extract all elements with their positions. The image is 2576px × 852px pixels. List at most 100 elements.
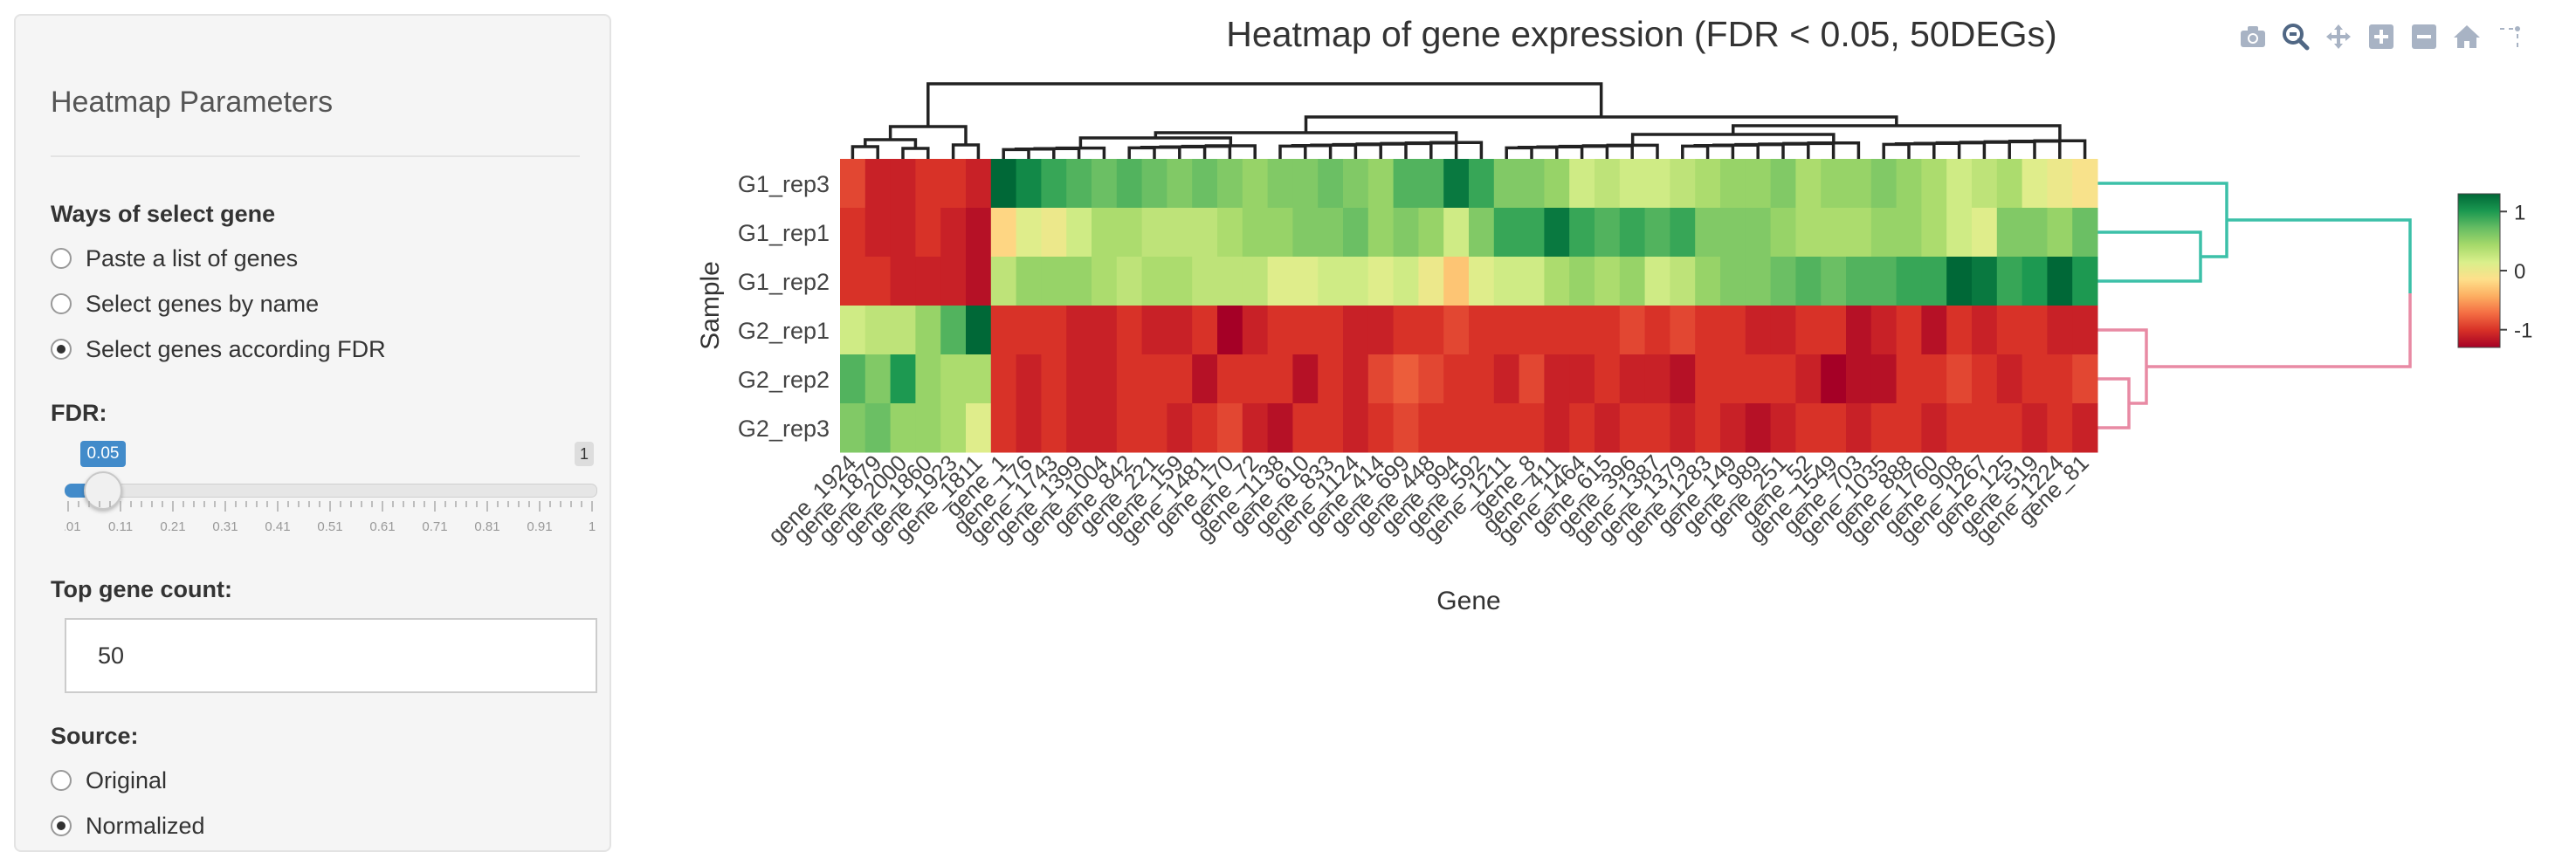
heatmap-cell[interactable] <box>1745 354 1772 404</box>
heatmap-cell[interactable] <box>1896 403 1922 453</box>
heatmap-cell[interactable] <box>1041 403 1067 453</box>
heatmap-cell[interactable] <box>1217 159 1243 209</box>
heatmap-cell[interactable] <box>1619 306 1646 355</box>
heatmap-cell[interactable] <box>1821 257 1847 306</box>
heatmap-cell[interactable] <box>1670 306 1696 355</box>
heatmap-cell[interactable] <box>1092 159 1118 209</box>
heatmap-cell[interactable] <box>890 306 916 355</box>
heatmap-cell[interactable] <box>1972 354 1998 404</box>
radio-circle-selected[interactable] <box>51 339 72 360</box>
heatmap-cell[interactable] <box>1795 159 1822 209</box>
heatmap-cell[interactable] <box>1267 403 1293 453</box>
heatmap-cell[interactable] <box>1041 159 1067 209</box>
heatmap-cell[interactable] <box>1870 159 1898 209</box>
heatmap-cell[interactable] <box>1418 354 1444 404</box>
heatmap-cell[interactable] <box>1217 403 1243 453</box>
heatmap-cell[interactable] <box>915 159 941 209</box>
heatmap-cell[interactable] <box>915 257 941 306</box>
heatmap-cell[interactable] <box>1996 403 2023 453</box>
heatmap-cell[interactable] <box>1996 159 2023 209</box>
radio-select-by-name[interactable]: Select genes by name <box>51 286 319 321</box>
heatmap-cell[interactable] <box>1519 208 1545 258</box>
heatmap-cell[interactable] <box>1418 403 1444 453</box>
heatmap-cell[interactable] <box>1141 208 1167 258</box>
heatmap-cell[interactable] <box>1116 306 1143 355</box>
heatmap-cell[interactable] <box>840 306 866 355</box>
heatmap-cell[interactable] <box>1595 208 1621 258</box>
heatmap-cell[interactable] <box>1946 403 1973 453</box>
heatmap-cell[interactable] <box>1343 403 1369 453</box>
heatmap-cell[interactable] <box>2022 257 2048 306</box>
heatmap-cell[interactable] <box>1972 257 1998 306</box>
heatmap-cell[interactable] <box>2047 354 2073 404</box>
heatmap-cell[interactable] <box>2022 159 2048 209</box>
heatmap-cell[interactable] <box>1393 306 1419 355</box>
heatmap-cell[interactable] <box>1292 403 1319 453</box>
heatmap-cell[interactable] <box>1846 306 1872 355</box>
heatmap-cell[interactable] <box>1795 354 1822 404</box>
heatmap-cell[interactable] <box>1996 257 2023 306</box>
heatmap-cell[interactable] <box>1770 159 1796 209</box>
heatmap-cell[interactable] <box>1821 208 1847 258</box>
radio-source-normalized[interactable]: Normalized <box>51 808 205 843</box>
heatmap-cell[interactable] <box>1870 257 1898 306</box>
heatmap-cell[interactable] <box>1318 354 1344 404</box>
heatmap-cell[interactable] <box>1644 403 1670 453</box>
heatmap-cell[interactable] <box>1092 354 1118 404</box>
heatmap-cell[interactable] <box>1972 403 1998 453</box>
heatmap-cell[interactable] <box>1846 403 1872 453</box>
heatmap-cell[interactable] <box>1720 354 1746 404</box>
heatmap-cell[interactable] <box>1041 354 1067 404</box>
heatmap-cell[interactable] <box>1192 257 1218 306</box>
heatmap-cell[interactable] <box>1821 306 1847 355</box>
heatmap-cell[interactable] <box>940 208 967 258</box>
heatmap-cell[interactable] <box>1443 306 1470 355</box>
heatmap-cell[interactable] <box>1217 257 1243 306</box>
heatmap-cell[interactable] <box>2072 403 2098 453</box>
heatmap-cell[interactable] <box>1770 208 1796 258</box>
heatmap-cell[interactable] <box>1493 403 1520 453</box>
heatmap-cell[interactable] <box>1720 306 1746 355</box>
heatmap-cell[interactable] <box>1493 159 1520 209</box>
heatmap-cell[interactable] <box>966 354 992 404</box>
heatmap-cell[interactable] <box>1544 159 1570 209</box>
heatmap-cell[interactable] <box>1720 257 1746 306</box>
heatmap-cell[interactable] <box>1670 403 1696 453</box>
heatmap-cell[interactable] <box>1695 354 1721 404</box>
heatmap-cell[interactable] <box>1896 354 1922 404</box>
heatmap-cell[interactable] <box>1670 208 1696 258</box>
heatmap-cell[interactable] <box>1921 257 1947 306</box>
heatmap-cell[interactable] <box>1821 354 1847 404</box>
heatmap-cell[interactable] <box>1267 306 1293 355</box>
heatmap-cell[interactable] <box>1367 257 1395 306</box>
spike-lines-icon[interactable] <box>2492 19 2527 54</box>
heatmap-cell[interactable] <box>1393 208 1419 258</box>
heatmap-cell[interactable] <box>1393 354 1419 404</box>
heatmap-cell[interactable] <box>2022 306 2048 355</box>
heatmap-cell[interactable] <box>1318 257 1344 306</box>
heatmap-cell[interactable] <box>1921 306 1947 355</box>
heatmap-cell[interactable] <box>890 159 916 209</box>
heatmap-cell[interactable] <box>2022 354 2048 404</box>
heatmap-cell[interactable] <box>966 208 992 258</box>
heatmap-cell[interactable] <box>1745 159 1772 209</box>
heatmap-cell[interactable] <box>1493 354 1520 404</box>
heatmap-cell[interactable] <box>1544 257 1570 306</box>
heatmap-cell[interactable] <box>1066 159 1092 209</box>
heatmap-cell[interactable] <box>890 257 916 306</box>
heatmap-cell[interactable] <box>1267 354 1293 404</box>
heatmap-cell[interactable] <box>1695 257 1721 306</box>
heatmap-cell[interactable] <box>1443 354 1470 404</box>
heatmap-cell[interactable] <box>1443 159 1470 209</box>
heatmap-cell[interactable] <box>1870 208 1898 258</box>
heatmap-cell[interactable] <box>1066 306 1092 355</box>
heatmap-cell[interactable] <box>1569 306 1595 355</box>
heatmap-cell[interactable] <box>1896 159 1922 209</box>
heatmap-cell[interactable] <box>1469 159 1495 209</box>
heatmap-cell[interactable] <box>1292 306 1319 355</box>
heatmap-cell[interactable] <box>1795 306 1822 355</box>
heatmap-cell[interactable] <box>890 208 916 258</box>
heatmap-cell[interactable] <box>1242 354 1269 404</box>
heatmap-cell[interactable] <box>1745 208 1772 258</box>
heatmap-cell[interactable] <box>1092 208 1118 258</box>
